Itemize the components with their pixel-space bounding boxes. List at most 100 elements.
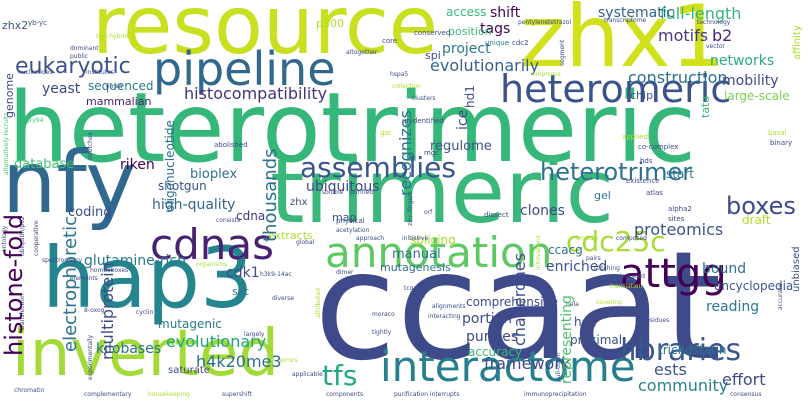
word: sequenced (88, 79, 154, 93)
word: start (666, 167, 694, 181)
word: broadly (576, 235, 599, 242)
word: hd2 (574, 315, 597, 329)
word: bound (702, 261, 747, 277)
word: draft (742, 213, 771, 227)
word: abolished (214, 141, 248, 149)
word: nucleotides (18, 69, 53, 76)
word: mammalian (86, 95, 152, 108)
word: chip (630, 89, 654, 102)
word: innovations (535, 235, 542, 270)
word: high-quality (152, 197, 236, 213)
word: cdna (236, 209, 266, 223)
word: atlas (646, 189, 663, 197)
word: affinity (792, 25, 803, 60)
word: evolutionarily (430, 56, 540, 75)
word: homeoboxes (90, 267, 129, 274)
word: splicing (410, 233, 456, 247)
word: institutes (86, 69, 114, 76)
word: project (442, 41, 491, 57)
word: stretches (87, 132, 94, 160)
word: networks (710, 53, 775, 69)
word: community (638, 376, 729, 395)
word: attributed (315, 288, 322, 318)
word: public (70, 53, 89, 60)
word: sites (668, 215, 685, 223)
word: zhx2 (2, 19, 29, 32)
word: applied (622, 133, 648, 141)
word: thousands (260, 148, 281, 242)
word: trimeric (270, 140, 615, 243)
word: cyclin (136, 309, 154, 316)
word: cdk1 (226, 265, 260, 281)
word: gst (380, 129, 391, 137)
word: ccaat (314, 220, 722, 394)
word: experimentally (87, 334, 94, 380)
word: applicable (292, 371, 323, 378)
word: pentylenetetrazol (518, 19, 572, 26)
word: unidentified (402, 117, 444, 125)
word: encyclopedia (714, 279, 794, 293)
word: electrophoretic (60, 215, 81, 352)
word: attgg (620, 251, 727, 297)
word: acetylation (336, 227, 370, 234)
word: existence (626, 177, 660, 185)
word: hela (566, 301, 579, 308)
word: histone-fold (0, 213, 28, 356)
word: class (410, 293, 425, 300)
word: heteromeric (500, 67, 732, 111)
word: chaperones (510, 252, 529, 346)
word: accurate (777, 283, 784, 310)
word: annotation (325, 228, 553, 277)
word: purines (466, 329, 519, 345)
word: portion (462, 311, 513, 327)
word: b2 (712, 26, 733, 45)
word: saturate (168, 365, 210, 376)
word: extracts (268, 229, 313, 242)
word: spi (425, 49, 441, 62)
word: hd1 (463, 85, 477, 108)
word: coding (68, 205, 112, 220)
word: set (232, 285, 249, 298)
word: largely (244, 331, 265, 338)
word: shotgun (158, 179, 207, 193)
word: interactome (380, 342, 636, 391)
word: ccacg (548, 243, 583, 257)
word: orf (424, 209, 433, 216)
word: cdc2 (512, 39, 529, 47)
word: assemblies (300, 151, 456, 184)
word: ubiquitous (306, 179, 380, 195)
word: global (296, 239, 315, 246)
word: riken (120, 157, 155, 173)
word: resource (92, 0, 439, 72)
word: construction (628, 68, 728, 87)
word: mutagenesis (380, 261, 451, 274)
word: residues (644, 317, 670, 324)
word: libraries (620, 333, 742, 368)
word: enriched (546, 259, 608, 275)
word: stitching (594, 265, 620, 272)
word: heterotrimer (540, 158, 693, 186)
word: vector (706, 43, 726, 50)
word: manual (392, 247, 441, 262)
word: database (14, 157, 75, 172)
word: b1 (420, 345, 428, 352)
word: moraco (372, 311, 395, 318)
word: glutamine-rich (84, 253, 186, 269)
word: segment (559, 39, 566, 66)
word: reading (706, 299, 760, 315)
word: inverted (12, 317, 279, 391)
word: cdnas (150, 220, 274, 269)
word: yb-yc (28, 19, 47, 27)
word: clusters (412, 95, 436, 102)
word: co-complex (638, 143, 679, 151)
word: map (332, 211, 357, 224)
word: proteomics (634, 220, 724, 239)
word: yeast (42, 81, 81, 97)
word: basal (768, 129, 787, 137)
word: hspa5 (390, 71, 409, 78)
word: genome (3, 73, 16, 118)
word: purification interrupts (394, 391, 460, 398)
word: alignments (432, 303, 466, 310)
word: histocompatibility (184, 84, 328, 103)
word: hap3 (42, 229, 254, 327)
